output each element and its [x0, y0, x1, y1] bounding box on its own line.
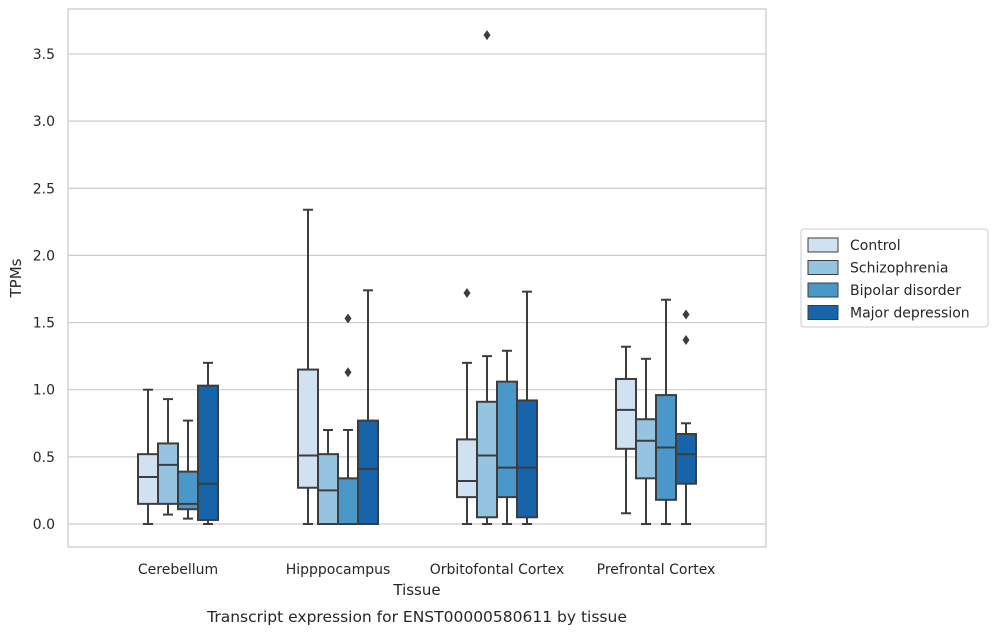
box-bipolar-disorder — [655, 298, 677, 525]
box-control — [456, 288, 478, 525]
boxes — [137, 30, 697, 526]
x-tick-label: Orbitofontal Cortex — [430, 562, 565, 578]
box-iqr — [297, 368, 319, 489]
box-iqr — [476, 400, 498, 519]
y-tick-label: 1.5 — [33, 316, 55, 332]
outlier-point — [344, 367, 352, 378]
box-schizophrenia — [317, 428, 339, 525]
figure-caption: Transcript expression for ENST0000058061… — [206, 608, 627, 626]
box-bipolar-disorder — [496, 349, 518, 525]
x-tick-label: Cerebellum — [138, 562, 218, 578]
box-iqr — [157, 442, 179, 505]
box-iqr — [496, 380, 518, 499]
y-tick-label: 1.0 — [33, 383, 55, 399]
box-control — [297, 208, 319, 525]
legend-label: Schizophrenia — [850, 261, 948, 277]
y-tick-label: 3.5 — [33, 47, 55, 63]
legend-frame — [800, 228, 989, 328]
box-schizophrenia — [157, 398, 179, 516]
y-tick-label: 0.5 — [33, 450, 55, 466]
y-tick-label: 0.0 — [33, 517, 55, 533]
y-tick-label: 2.5 — [33, 181, 55, 197]
legend-swatch — [807, 305, 839, 320]
box-major-depression — [675, 309, 697, 525]
box-iqr — [137, 453, 159, 505]
y-tick-labels: 0.0 0.5 1.0 1.5 2.0 2.5 3.0 3.5 — [33, 47, 55, 533]
legend-swatch — [807, 260, 839, 275]
x-tick-label: Prefrontal Cortex — [597, 562, 716, 578]
outlier-point — [483, 30, 491, 41]
box-control — [137, 388, 159, 525]
x-axis-label: Tissue — [392, 581, 440, 599]
outlier-point — [463, 288, 471, 299]
legend-swatch — [807, 282, 839, 298]
x-tick-label: Hipppocampus — [286, 562, 391, 578]
box-major-depression — [516, 290, 538, 525]
box-iqr — [357, 419, 379, 525]
box-schizophrenia — [476, 30, 498, 525]
box-iqr — [615, 377, 637, 450]
x-tick-labels: Cerebellum Hipppocampus Orbitofontal Corte… — [138, 562, 715, 578]
box-iqr — [456, 438, 478, 499]
grid-lines — [68, 53, 766, 525]
outlier-point — [344, 313, 352, 324]
y-tick-label: 3.0 — [33, 114, 55, 130]
legend: Control Schizophrenia Bipolar disorder Majo… — [800, 228, 989, 328]
box-major-depression — [357, 289, 379, 525]
box-major-depression — [197, 361, 219, 525]
legend-swatch — [807, 237, 839, 253]
box-bipolar-disorder — [337, 313, 359, 526]
plot-frame — [67, 8, 767, 548]
box-iqr — [317, 453, 339, 525]
box-bipolar-disorder — [177, 419, 199, 520]
outlier-point — [682, 335, 690, 346]
legend-label: Bipolar disorder — [850, 283, 961, 299]
legend-label: Control — [850, 238, 901, 254]
box-iqr — [516, 399, 538, 519]
box-iqr — [675, 433, 697, 485]
y-tick-label: 2.0 — [33, 248, 55, 264]
box-iqr — [635, 418, 657, 480]
y-axis-label: TPMs — [7, 258, 25, 298]
box-iqr — [337, 477, 359, 526]
outlier-point — [682, 309, 690, 320]
box-control — [615, 345, 637, 515]
box-iqr — [197, 384, 219, 521]
box-schizophrenia — [635, 357, 657, 525]
legend-label: Major depression — [850, 306, 970, 322]
